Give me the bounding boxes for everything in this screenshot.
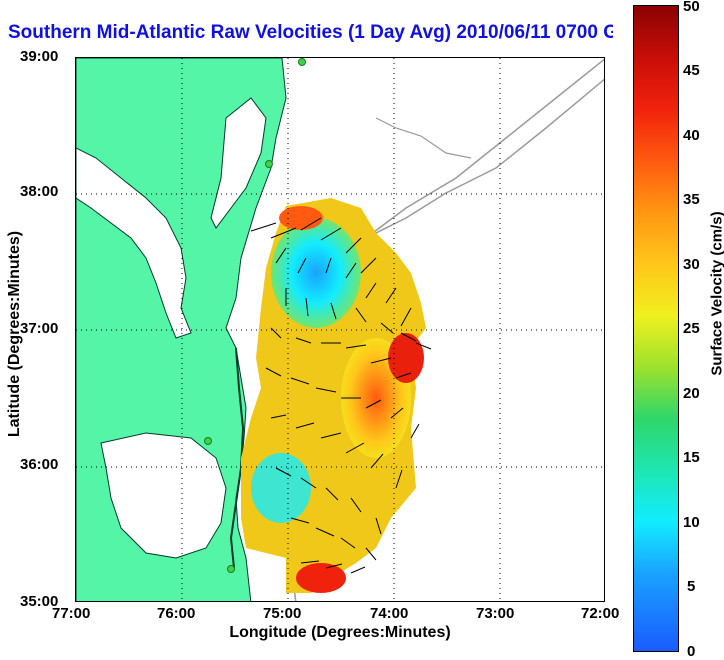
- radar-station-marker: [205, 438, 212, 445]
- colorbar-tick: 30: [683, 256, 700, 273]
- colorbar-tick: 25: [683, 320, 700, 337]
- colorbar-tick: 45: [683, 62, 700, 79]
- colorbar-label: Surface Velocity (cm/s): [709, 199, 724, 389]
- x-tick-label: 74:00: [370, 605, 408, 622]
- y-tick-label: 37:00: [20, 320, 58, 337]
- velocity-high-region: [388, 333, 424, 383]
- radar-station-marker: [228, 566, 235, 573]
- colorbar-tick: 0: [687, 643, 695, 660]
- bathymetry-contour: [346, 78, 605, 243]
- map-canvas: [76, 58, 605, 602]
- velocity-low-region: [271, 218, 361, 328]
- x-tick-label: 75:00: [263, 605, 301, 622]
- velocity-high-region: [279, 206, 323, 230]
- x-tick-label: 73:00: [476, 605, 514, 622]
- radar-station-marker: [299, 59, 306, 66]
- colorbar-tick: 20: [683, 385, 700, 402]
- x-tick-label: 72:00: [581, 605, 619, 622]
- velocity-high-region: [296, 563, 346, 593]
- y-tick-label: 36:00: [20, 456, 58, 473]
- colorbar-tick: 40: [683, 127, 700, 144]
- colorbar: [633, 5, 679, 652]
- x-tick-label: 76:00: [157, 605, 195, 622]
- colorbar-tick: 10: [683, 514, 700, 531]
- colorbar-tick: 50: [683, 0, 700, 15]
- velocity-low-region: [251, 453, 311, 523]
- y-tick-label: 38:00: [20, 183, 58, 200]
- y-axis-label: Latitude (Degrees:Minutes): [6, 224, 24, 444]
- x-axis-label: Longitude (Degrees:Minutes): [150, 624, 530, 642]
- radar-station-marker: [266, 161, 273, 168]
- map-title: Southern Mid-Atlantic Raw Velocities (1 …: [8, 22, 613, 44]
- x-tick-label: 77:00: [52, 605, 90, 622]
- bathymetry-contour: [376, 118, 471, 158]
- colorbar-tick: 15: [683, 449, 700, 466]
- colorbar-tick: 35: [683, 191, 700, 208]
- colorbar-tick: 5: [687, 578, 695, 595]
- y-tick-label: 39:00: [20, 48, 58, 65]
- map-plot-area[interactable]: [75, 57, 605, 602]
